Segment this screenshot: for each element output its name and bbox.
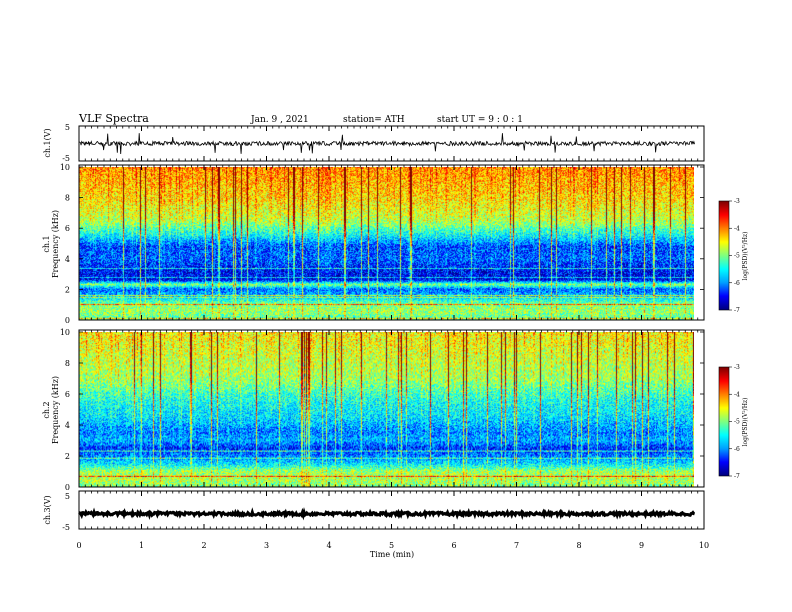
ch1-channel-label: ch.1 [42, 235, 51, 252]
ch1-colorbar-label: log(PSD)(V²/Hz) [742, 232, 749, 281]
colorbar-tick-label: -7 [734, 473, 740, 480]
ch1-colorbar-image [719, 201, 729, 310]
time-tick-label: 6 [451, 541, 456, 550]
time-tick-label: 8 [576, 541, 581, 550]
ch1-waveform-ylabel: ch.1(V) [43, 128, 52, 157]
freq-tick-label: 6 [65, 224, 70, 233]
freq-tick-label: 8 [65, 194, 70, 203]
station-label: station= ATH [343, 115, 405, 125]
ch2-channel-label: ch.2 [42, 401, 51, 418]
ch3-waveform-frame [78, 490, 705, 530]
time-tick-label: 2 [201, 541, 206, 550]
time-tick-label: 9 [639, 541, 644, 550]
ch2-spec-yticks: 0 2 4 6 8 10 [60, 328, 704, 492]
colorbar-tick-label: -6 [734, 280, 740, 287]
freq-tick-label: 10 [60, 328, 70, 337]
time-tick-label: 10 [699, 541, 709, 550]
freq-tick-label: 2 [65, 285, 70, 294]
figure-title: VLF Spectra [78, 112, 149, 125]
ch3-waveform-ylabel: ch.3(V) [43, 495, 52, 524]
freq-tick-label: 8 [65, 359, 70, 368]
ch2-colorbar-label: log(PSD)(V²/Hz) [742, 398, 749, 447]
date-label: Jan. 9 , 2021 [250, 115, 309, 125]
ch1-waveform-trace [78, 133, 695, 155]
ch1-ytick-bottom: -5 [62, 154, 70, 163]
colorbar-tick-label: -3 [734, 364, 740, 371]
ch2-colorbar-image [719, 367, 729, 476]
freq-tick-label: 0 [65, 316, 70, 325]
ch1-colorbar-ticks: -3 -4 -5 -6 -7 [729, 198, 740, 314]
time-axis-ticks [78, 126, 705, 529]
time-tick-label: 7 [514, 541, 519, 550]
ch1-spectrogram-image [79, 167, 694, 320]
ch1-waveform-panel: 5 -5 ch.1(V) [43, 123, 705, 163]
time-tick-label: 1 [139, 541, 144, 550]
colorbar-tick-label: -6 [734, 446, 740, 453]
ch3-waveform-trace [78, 507, 696, 521]
colorbar-tick-label: -3 [734, 198, 740, 205]
ch3-waveform-panel: 5 -5 ch.3(V) [43, 490, 705, 532]
ch3-ytick-bottom: -5 [62, 523, 70, 532]
ch1-frequency-label: Frequency (kHz) [51, 210, 60, 278]
freq-tick-label: 0 [65, 483, 70, 492]
ch1-spec-yticks: 0 2 4 6 8 10 [60, 163, 704, 325]
freq-tick-label: 4 [65, 255, 70, 264]
time-tick-label: 4 [326, 541, 331, 550]
start-time-label: start UT = 9 : 0 : 1 [437, 115, 523, 125]
colorbar-tick-label: -7 [734, 307, 740, 314]
ch2-spectrogram-image [79, 332, 694, 487]
time-axis-tick-labels: 0 1 2 3 4 5 6 7 8 9 10 [76, 541, 709, 550]
freq-tick-label: 10 [60, 163, 70, 172]
ch3-ytick-top: 5 [65, 492, 70, 501]
colorbar-tick-label: -4 [734, 225, 740, 232]
ch1-ytick-top: 5 [65, 123, 70, 132]
colorbar-tick-label: -5 [734, 419, 740, 426]
ch2-frequency-label: Frequency (kHz) [51, 376, 60, 444]
colorbar-tick-label: -5 [734, 253, 740, 260]
time-tick-label: 5 [389, 541, 394, 550]
time-axis-label: Time (min) [370, 550, 414, 559]
freq-tick-label: 6 [65, 390, 70, 399]
time-tick-label: 3 [264, 541, 269, 550]
freq-tick-label: 2 [65, 452, 70, 461]
freq-tick-label: 4 [65, 421, 70, 430]
ch2-colorbar-ticks: -3 -4 -5 -6 -7 [729, 364, 740, 480]
colorbar-tick-label: -4 [734, 391, 740, 398]
time-tick-label: 0 [76, 541, 81, 550]
